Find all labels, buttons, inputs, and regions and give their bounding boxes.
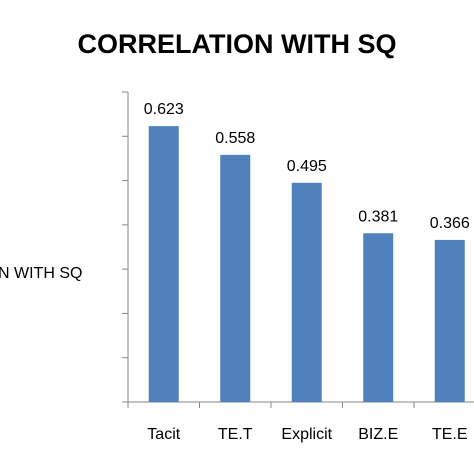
y-axis-ticks [122, 91, 128, 403]
bar-explicit [291, 182, 322, 402]
x-tick-label: TE.T [218, 426, 253, 443]
x-tick-label: Explicit [281, 426, 332, 443]
y-axis-label: N WITH SQ [0, 265, 82, 282]
x-tick-labels: Tacit TE.T Explicit BIZ.E TE.E [147, 426, 467, 443]
x-tick-label: Tacit [147, 426, 180, 443]
bar-te-e [434, 239, 465, 402]
bar-tacit [148, 126, 179, 402]
x-tick-label: BIZ.E [358, 426, 398, 443]
data-label: 0.558 [215, 130, 255, 147]
bar-biz-e [363, 233, 394, 402]
x-axis-ticks [127, 402, 415, 408]
bar-te-t [220, 154, 251, 402]
x-tick-label: TE.E [432, 426, 468, 443]
data-label: 0.495 [287, 158, 327, 175]
data-labels: 0.623 0.558 0.495 0.381 0.366 [144, 101, 470, 232]
data-label: 0.623 [144, 101, 184, 118]
bar-series [148, 126, 465, 402]
chart-title: CORRELATION WITH SQ [78, 29, 397, 59]
data-label: 0.381 [358, 208, 398, 225]
data-label: 0.366 [430, 215, 470, 232]
